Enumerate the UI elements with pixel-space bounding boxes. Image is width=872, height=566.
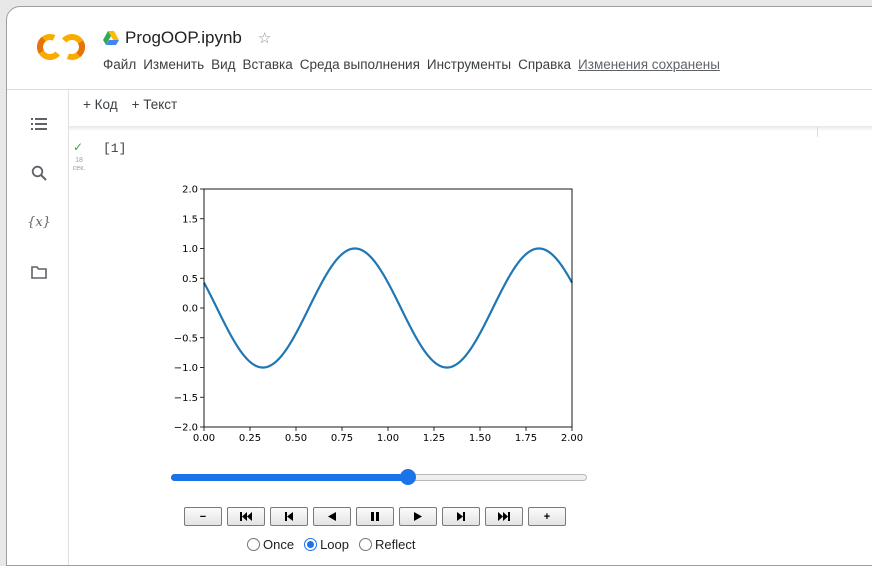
x-tick-label: 1.00 xyxy=(377,433,399,444)
variables-icon[interactable]: {x} xyxy=(27,214,51,230)
first-frame-button[interactable] xyxy=(227,507,265,526)
x-tick-label: 1.75 xyxy=(515,433,537,444)
execution-time-unit: сек. xyxy=(72,165,86,172)
toolbar-shadow xyxy=(69,126,872,131)
notebook-title[interactable]: ProgOOP.ipynb xyxy=(125,28,242,47)
mode-loop-label: Loop xyxy=(320,537,349,552)
x-tick-label: 1.50 xyxy=(469,433,491,444)
mode-loop-radio[interactable] xyxy=(304,538,318,551)
y-tick-label: 0.0 xyxy=(182,304,198,315)
mode-reflect-label: Reflect xyxy=(375,537,416,552)
add-text-button[interactable]: + Текст xyxy=(131,97,178,112)
slider-fill xyxy=(171,474,409,481)
menu-help[interactable]: Справка xyxy=(518,57,572,72)
slower-button[interactable]: − xyxy=(184,507,222,526)
slider-thumb[interactable] xyxy=(400,469,417,485)
mode-once[interactable]: Once xyxy=(247,537,294,552)
mode-reflect-radio[interactable] xyxy=(359,538,372,551)
save-status-link[interactable]: Изменения сохранены xyxy=(578,57,720,72)
mode-reflect[interactable]: Reflect xyxy=(359,537,415,552)
x-tick-label: 0.50 xyxy=(285,433,307,444)
sine-series-line xyxy=(203,247,573,369)
menu-tools[interactable]: Инструменты xyxy=(426,57,512,72)
y-tick-label: −1.0 xyxy=(174,363,198,374)
animation-controls: − + xyxy=(184,507,571,526)
toc-icon[interactable] xyxy=(29,114,49,134)
x-tick-label: 0.00 xyxy=(193,433,215,444)
x-tick-label: 0.25 xyxy=(239,433,261,444)
faster-button[interactable]: + xyxy=(528,507,566,526)
play-icon xyxy=(414,512,422,521)
next-frame-button[interactable] xyxy=(442,507,480,526)
execution-count[interactable]: [1] xyxy=(103,141,127,156)
last-frame-icon xyxy=(498,512,510,521)
play-reverse-button[interactable] xyxy=(313,507,351,526)
execution-success-icon: ✓ xyxy=(73,140,84,154)
left-sidebar: {x} xyxy=(7,90,69,565)
menu-edit[interactable]: Изменить xyxy=(143,57,205,72)
title-row: ProgOOP.ipynb ☆ xyxy=(103,27,271,49)
mode-once-radio[interactable] xyxy=(247,538,260,551)
y-tick-label: −2.0 xyxy=(174,423,198,434)
x-tick-label: 1.25 xyxy=(423,433,445,444)
pause-button[interactable] xyxy=(356,507,394,526)
mode-loop[interactable]: Loop xyxy=(304,537,349,552)
menu-bar: Файл Изменить Вид Вставка Среда выполнен… xyxy=(103,57,727,72)
plot-frame xyxy=(203,188,573,428)
colab-window: ProgOOP.ipynb ☆ Файл Изменить Вид Вставк… xyxy=(6,6,872,566)
star-icon[interactable]: ☆ xyxy=(257,30,272,47)
play-reverse-icon xyxy=(328,512,336,521)
colab-logo[interactable] xyxy=(35,32,87,62)
minus-icon: − xyxy=(199,510,207,523)
y-tick-label: −0.5 xyxy=(174,333,198,344)
y-tick-label: 1.0 xyxy=(182,244,198,255)
last-frame-button[interactable] xyxy=(485,507,523,526)
play-button[interactable] xyxy=(399,507,437,526)
y-tick-label: −1.5 xyxy=(174,393,198,404)
y-tick-label: 1.5 xyxy=(182,214,198,225)
mode-once-label: Once xyxy=(263,537,295,552)
search-icon[interactable] xyxy=(29,163,49,183)
x-tick-label: 2.00 xyxy=(561,433,583,444)
y-tick-label: 0.5 xyxy=(182,274,198,285)
cell-toolbar: + Код + Текст xyxy=(83,97,191,112)
execution-time: 18 сек. xyxy=(71,157,87,173)
menu-insert[interactable]: Вставка xyxy=(242,57,293,72)
previous-frame-button[interactable] xyxy=(270,507,308,526)
loop-mode-group: Once Loop Reflect xyxy=(247,537,425,552)
google-drive-icon xyxy=(103,31,119,45)
sine-wave-chart: 0.00 0.25 0.50 0.75 1.00 1.25 1.50 1.75 2.00 2.0 1… xyxy=(174,185,583,445)
toolbar-divider xyxy=(817,127,818,137)
menu-file[interactable]: Файл xyxy=(103,57,137,72)
x-tick-label: 0.75 xyxy=(331,433,353,444)
add-code-button[interactable]: + Код xyxy=(83,97,118,112)
menu-runtime[interactable]: Среда выполнения xyxy=(299,57,420,72)
pause-icon xyxy=(371,512,379,521)
previous-frame-icon xyxy=(285,512,293,521)
execution-time-value: 18 xyxy=(75,157,83,164)
folder-icon[interactable] xyxy=(29,262,49,282)
next-frame-icon xyxy=(457,512,465,521)
plus-icon: + xyxy=(543,510,551,523)
header-divider xyxy=(7,89,872,90)
y-tick-label: 2.0 xyxy=(182,185,198,196)
menu-view[interactable]: Вид xyxy=(211,57,236,72)
animation-frame-slider[interactable] xyxy=(171,469,587,485)
first-frame-icon xyxy=(240,512,252,521)
